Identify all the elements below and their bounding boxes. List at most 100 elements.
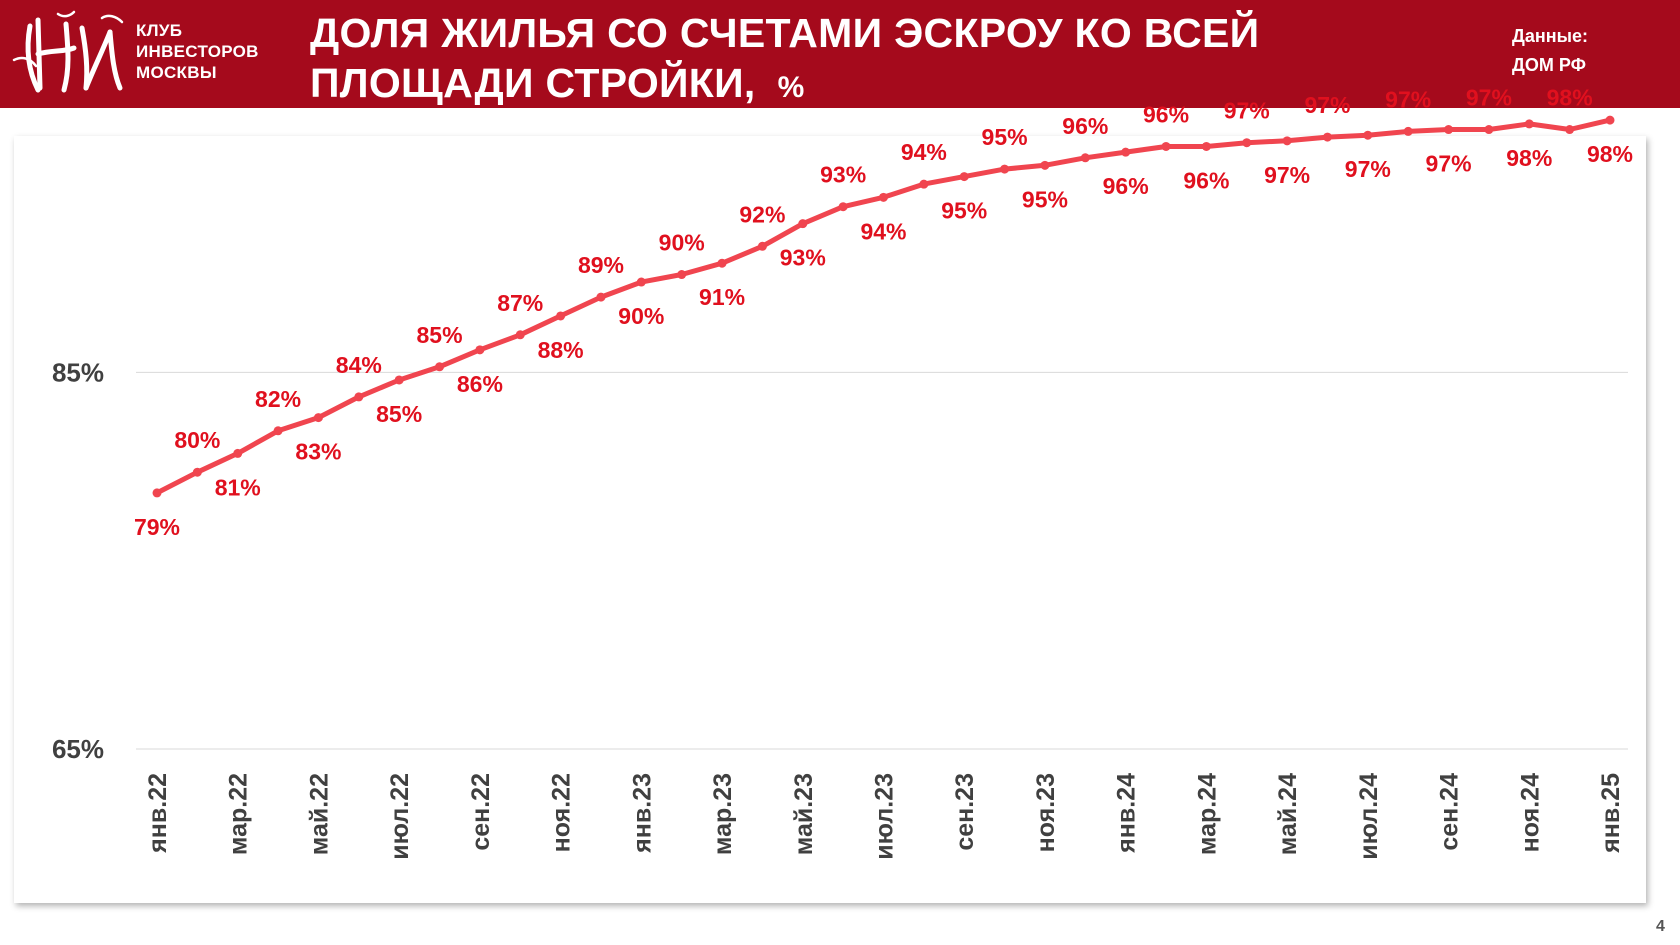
data-label: 89%	[578, 252, 624, 278]
data-label: 82%	[255, 386, 301, 412]
data-label: 98%	[1547, 85, 1593, 111]
x-tick-label: июл.24	[1355, 773, 1383, 860]
data-label: 94%	[901, 139, 947, 165]
data-label: 96%	[1103, 173, 1149, 199]
data-point	[152, 488, 162, 498]
data-points	[152, 115, 1615, 498]
data-point	[1282, 136, 1292, 146]
data-label: 83%	[295, 439, 341, 465]
data-point	[313, 413, 323, 423]
x-tick-label: янв.24	[1113, 773, 1141, 854]
data-label: 97%	[1385, 86, 1431, 112]
data-point	[475, 345, 485, 355]
y-axis-ticks: 65% 85%	[52, 357, 104, 764]
data-point	[636, 277, 646, 287]
data-point	[233, 448, 243, 458]
data-point	[1000, 164, 1010, 174]
data-point	[1524, 119, 1534, 129]
data-point	[1605, 115, 1615, 125]
chart-panel	[14, 136, 1646, 903]
data-label: 97%	[1224, 98, 1270, 124]
x-tick-label: май.23	[790, 773, 818, 855]
data-point	[919, 179, 929, 189]
data-label: 81%	[215, 474, 261, 500]
title-line-1: ДОЛЯ ЖИЛЬЯ СО СЧЕТАМИ ЭСКРОУ КО ВСЕЙ	[310, 10, 1260, 56]
data-label: 85%	[417, 322, 463, 348]
page-number: 4	[1656, 918, 1665, 935]
data-point	[1363, 130, 1373, 140]
data-label: 91%	[699, 284, 745, 310]
x-tick-label: май.24	[1274, 773, 1302, 855]
data-point	[1040, 160, 1050, 170]
data-label: 96%	[1062, 113, 1108, 139]
data-labels: 79% 80% 81% 82% 83% 84% 85% 85% 86% 87% 88% 89% 90% 9…	[134, 85, 1633, 540]
data-point	[677, 270, 687, 280]
data-label: 97%	[1426, 151, 1472, 177]
data-point	[1444, 125, 1454, 135]
club-name-line: МОСКВЫ	[136, 63, 217, 82]
data-label: 86%	[457, 371, 503, 397]
x-tick-label: май.22	[305, 773, 333, 855]
x-tick-label: мар.23	[709, 773, 737, 855]
y-tick-label: 85%	[52, 357, 104, 387]
data-point	[556, 311, 566, 321]
data-label: 98%	[1506, 145, 1552, 171]
data-point	[879, 192, 888, 202]
x-tick-label: сен.24	[1436, 773, 1464, 851]
series-line-layer	[154, 117, 1613, 496]
x-tick-label: сен.22	[467, 773, 495, 851]
x-tick-label: сен.23	[951, 773, 979, 851]
data-point	[1484, 125, 1494, 135]
series-line	[154, 117, 1613, 496]
data-point	[1322, 132, 1332, 142]
x-tick-label: ноя.22	[548, 773, 576, 852]
data-point	[596, 292, 606, 302]
x-tick-label: янв.25	[1597, 773, 1625, 854]
data-point	[717, 258, 727, 268]
data-point	[273, 426, 283, 436]
data-label: 95%	[982, 124, 1028, 150]
data-label: 96%	[1183, 167, 1229, 193]
x-tick-label: мар.24	[1193, 773, 1221, 855]
x-tick-label: ноя.24	[1516, 773, 1544, 852]
data-point	[1080, 153, 1090, 163]
grid-layer	[136, 371, 1628, 750]
data-point	[1161, 141, 1171, 151]
club-name: КЛУБ ИНВЕСТОРОВ МОСКВЫ	[136, 20, 259, 83]
data-label: 98%	[1587, 141, 1633, 167]
data-point	[1201, 141, 1211, 151]
data-label: 90%	[659, 230, 705, 256]
x-tick-label: ноя.23	[1032, 773, 1060, 852]
data-point	[515, 330, 525, 340]
data-label: 93%	[820, 162, 866, 188]
club-monogram-logo	[12, 10, 124, 93]
x-tick-label: янв.23	[628, 773, 656, 854]
title-unit: %	[777, 71, 805, 104]
data-point	[838, 202, 848, 212]
data-label: 84%	[336, 352, 382, 378]
header-banner: КЛУБ ИНВЕСТОРОВ МОСКВЫ ДОЛЯ ЖИЛЬЯ СО СЧЕ…	[0, 0, 1680, 108]
data-point	[798, 219, 808, 229]
data-point	[1242, 138, 1252, 148]
data-point	[1403, 126, 1413, 136]
data-point	[354, 392, 364, 402]
data-point	[1121, 147, 1131, 157]
title-line-2: ПЛОЩАДИ СТРОЙКИ,	[310, 60, 756, 106]
data-point	[1565, 125, 1575, 135]
slide-title: ДОЛЯ ЖИЛЬЯ СО СЧЕТАМИ ЭСКРОУ КО ВСЕЙ ПЛО…	[310, 8, 1370, 113]
data-label: 97%	[1466, 85, 1512, 111]
data-source: Данные: ДОМ РФ	[1512, 22, 1588, 80]
data-label: 97%	[1345, 156, 1391, 182]
data-point	[959, 172, 969, 182]
data-point	[435, 362, 445, 372]
data-label: 88%	[538, 337, 584, 363]
x-tick-label: июл.22	[386, 773, 414, 860]
data-point	[192, 467, 202, 477]
club-name-line: ИНВЕСТОРОВ	[136, 42, 259, 61]
data-label: 85%	[376, 401, 422, 427]
data-point	[394, 375, 404, 385]
data-label: 79%	[134, 514, 180, 540]
club-name-line: КЛУБ	[136, 21, 183, 40]
source-value: ДОМ РФ	[1512, 55, 1586, 75]
